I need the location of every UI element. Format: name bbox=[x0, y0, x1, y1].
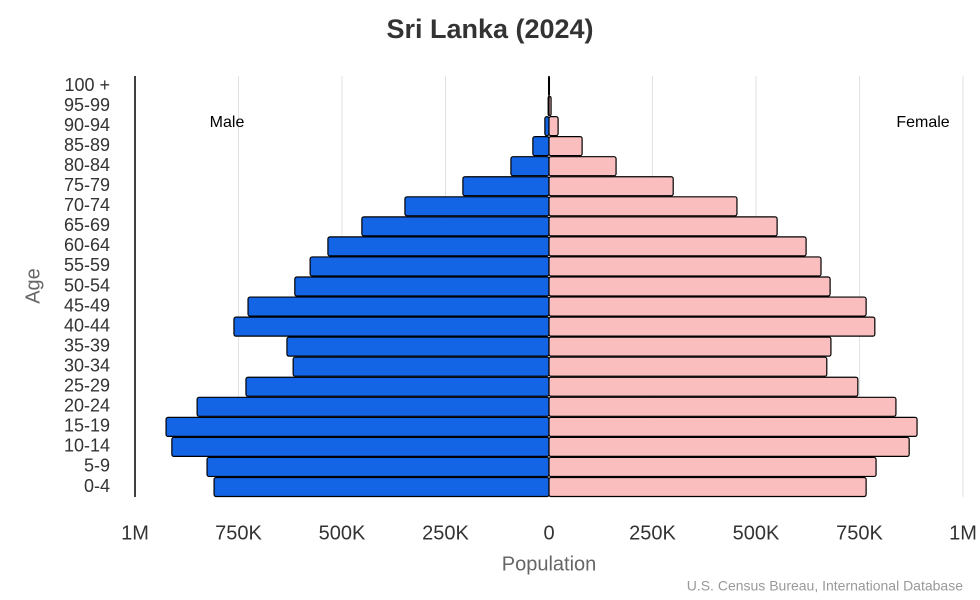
bar bbox=[171, 436, 550, 457]
y-tick-label: 45-49 bbox=[64, 295, 110, 315]
x-tick-label: 250K bbox=[422, 522, 469, 544]
bar bbox=[548, 95, 552, 117]
bar bbox=[548, 216, 778, 237]
bar bbox=[548, 296, 867, 317]
bar bbox=[245, 376, 550, 397]
bar bbox=[309, 256, 550, 277]
bar bbox=[548, 336, 832, 357]
y-tick-label: 5-9 bbox=[84, 456, 110, 476]
bar bbox=[548, 115, 559, 137]
x-tick-label: 250K bbox=[629, 522, 676, 544]
y-tick-label: 15-19 bbox=[64, 416, 110, 436]
bar bbox=[292, 356, 550, 377]
bar bbox=[294, 276, 550, 297]
bar bbox=[548, 256, 822, 277]
bar bbox=[462, 176, 550, 197]
x-tick-label: 0 bbox=[543, 522, 554, 544]
bar bbox=[233, 316, 550, 337]
y-tick-label: 95-99 bbox=[64, 95, 110, 115]
bar bbox=[548, 436, 910, 457]
bar bbox=[548, 136, 583, 157]
bar bbox=[548, 276, 831, 297]
y-tick-label: 20-24 bbox=[64, 396, 110, 416]
x-tick-label: 750K bbox=[836, 522, 883, 544]
y-tick-label: 0-4 bbox=[84, 476, 110, 496]
y-tick-label: 90-94 bbox=[64, 115, 110, 135]
y-tick-label: 80-84 bbox=[64, 155, 110, 175]
bar bbox=[548, 236, 807, 257]
bar bbox=[532, 136, 550, 157]
x-tick-label: 1M bbox=[121, 522, 149, 544]
bar bbox=[165, 416, 550, 437]
y-tick-label: 10-14 bbox=[64, 436, 110, 456]
x-tick-label: 1M bbox=[949, 522, 977, 544]
y-tick-label: 70-74 bbox=[64, 195, 110, 215]
bar bbox=[213, 476, 550, 498]
bar bbox=[327, 236, 550, 257]
x-axis-label: Population bbox=[502, 553, 597, 575]
bar bbox=[548, 476, 867, 498]
bar bbox=[247, 296, 550, 317]
y-tick-label: 30-34 bbox=[64, 355, 110, 375]
bar bbox=[404, 196, 550, 217]
bar bbox=[510, 156, 550, 177]
bar bbox=[548, 316, 876, 337]
y-tick-label: 50-54 bbox=[64, 275, 110, 295]
y-tick-label: 25-29 bbox=[64, 376, 110, 396]
bar bbox=[286, 336, 550, 357]
y-tick-label: 100 + bbox=[64, 75, 110, 95]
bar bbox=[548, 416, 918, 437]
y-tick-label: 65-69 bbox=[64, 215, 110, 235]
y-tick-label: 85-89 bbox=[64, 135, 110, 155]
y-tick-label: 55-59 bbox=[64, 255, 110, 275]
chart-title: Sri Lanka (2024) bbox=[386, 14, 593, 44]
bar bbox=[548, 156, 617, 177]
y-tick-label: 40-44 bbox=[64, 315, 110, 335]
legend-label: Male bbox=[210, 114, 245, 131]
y-tick-label: 60-64 bbox=[64, 235, 110, 255]
y-tick-label: 75-79 bbox=[64, 175, 110, 195]
bar bbox=[548, 456, 877, 478]
bar bbox=[548, 396, 897, 417]
bar bbox=[206, 456, 550, 478]
x-tick-label: 750K bbox=[215, 522, 262, 544]
y-axis-label: Age bbox=[22, 268, 44, 304]
bar bbox=[361, 216, 550, 237]
bar bbox=[548, 356, 828, 377]
bar bbox=[548, 196, 738, 217]
source-note: U.S. Census Bureau, International Databa… bbox=[687, 578, 963, 594]
y-tick-label: 35-39 bbox=[64, 335, 110, 355]
bar bbox=[548, 176, 674, 197]
legend-label: Female bbox=[896, 114, 949, 131]
x-tick-label: 500K bbox=[319, 522, 366, 544]
bar bbox=[196, 396, 550, 417]
bar bbox=[544, 115, 550, 137]
x-tick-label: 500K bbox=[733, 522, 780, 544]
bar bbox=[548, 376, 859, 397]
